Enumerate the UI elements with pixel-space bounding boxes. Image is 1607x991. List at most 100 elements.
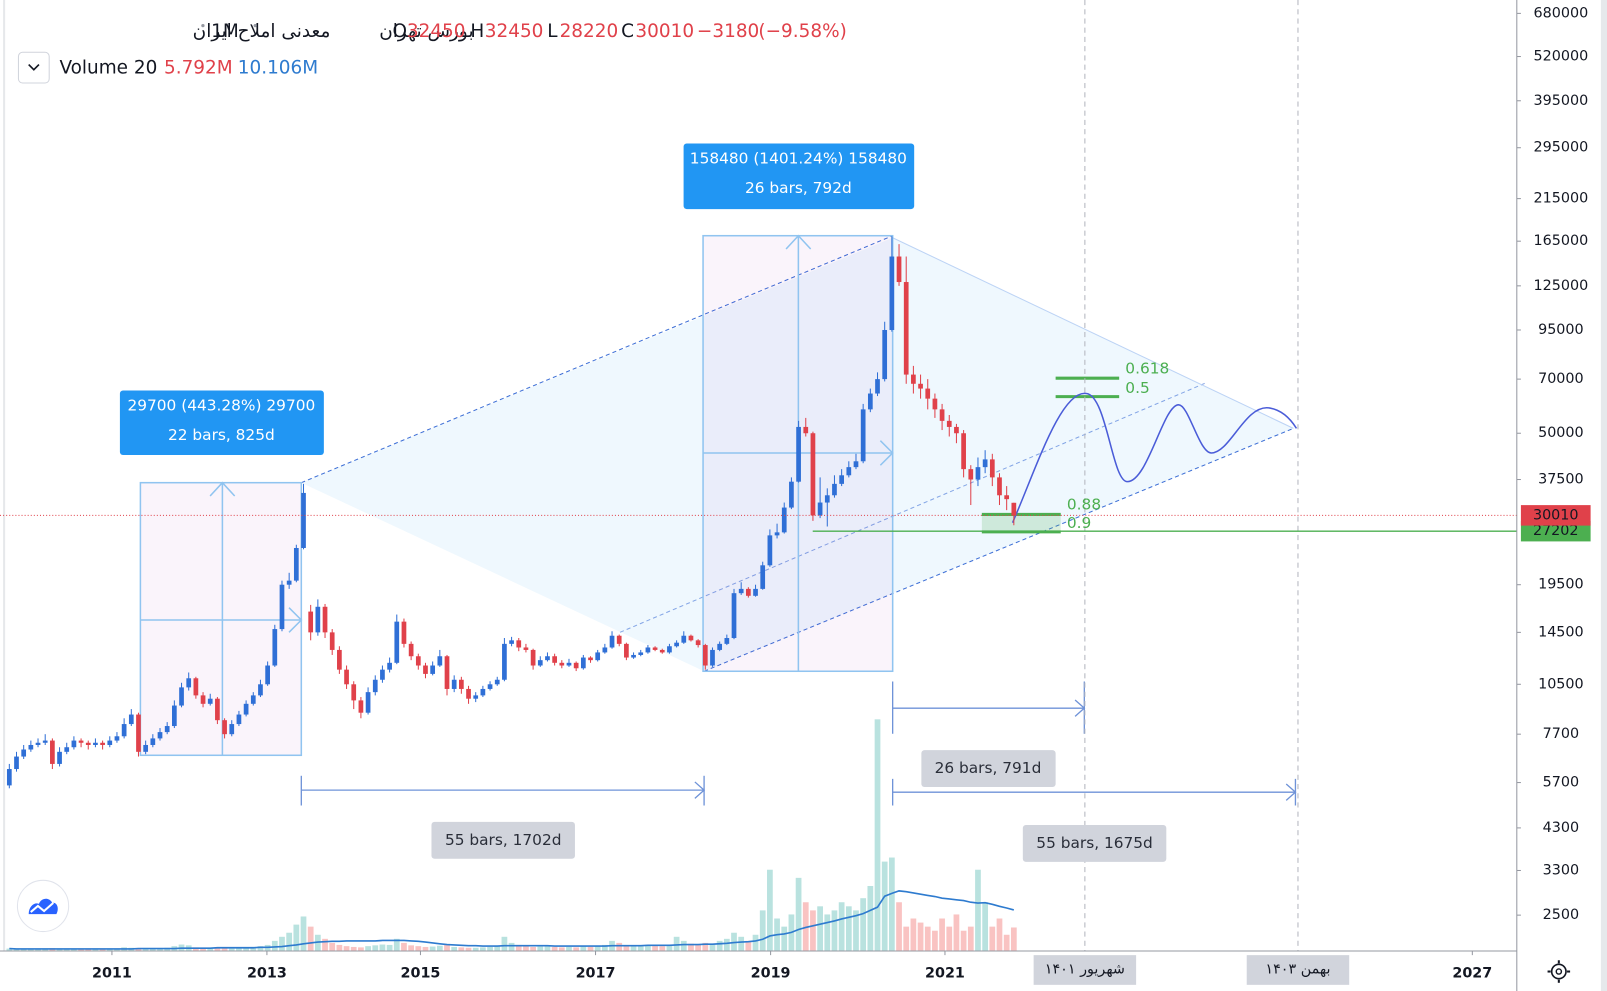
volume-bar	[286, 932, 293, 952]
volume-bar	[903, 926, 910, 952]
volume-bar	[594, 946, 601, 952]
y-tick-label: 215000	[1534, 191, 1589, 207]
y-tick-label: 680000	[1534, 5, 1589, 21]
volume-bar	[752, 934, 759, 952]
ohlc-value: 32450	[407, 21, 466, 42]
y-tick-label: 125000	[1534, 278, 1589, 294]
volume-bar	[932, 930, 938, 952]
volume-bar	[967, 926, 974, 952]
candle-body	[631, 654, 636, 658]
volume-bar	[817, 906, 823, 952]
candle-body	[559, 662, 565, 666]
settings[interactable]	[1547, 960, 1571, 983]
volume-bar	[350, 946, 357, 952]
candle-body	[954, 426, 959, 434]
candle-body	[380, 669, 385, 680]
volume-bar	[142, 948, 149, 952]
y-tick-label: 37500	[1538, 472, 1584, 488]
y-tick-label: 295000	[1534, 140, 1589, 156]
volume-bar	[444, 944, 450, 952]
candle-body	[860, 409, 866, 462]
candle-body	[688, 635, 694, 641]
candle-body	[968, 469, 974, 480]
date-label: 55 bars, 1675d	[1036, 834, 1153, 852]
volume-bar	[838, 902, 845, 952]
candle-body	[530, 649, 536, 666]
candle-body	[150, 738, 156, 745]
volume-bar	[279, 936, 285, 952]
volume-bar	[566, 946, 572, 952]
candle-body	[85, 742, 91, 745]
candle-body	[179, 687, 184, 706]
volume-bar	[250, 946, 257, 952]
logo[interactable]	[16, 879, 70, 933]
candle-body	[609, 635, 615, 648]
y-tick-label: 2500	[1543, 907, 1579, 923]
candle-body	[975, 467, 981, 480]
candle-body	[387, 662, 392, 670]
volume-bar	[42, 948, 49, 952]
volume-bar	[458, 947, 465, 952]
volume-bar	[71, 948, 77, 952]
volume-bar	[824, 914, 831, 952]
collapse-button[interactable]	[17, 51, 50, 84]
volume-bar	[896, 902, 902, 952]
volume-bar	[623, 945, 630, 952]
y-tick-label: 395000	[1534, 93, 1589, 109]
candle-body	[344, 669, 349, 685]
candle-body	[487, 684, 493, 689]
ohlc-letter: H	[470, 21, 484, 42]
candle-body	[803, 426, 809, 434]
volume-bar	[508, 942, 515, 952]
candle-body	[164, 726, 170, 733]
logo-line	[30, 902, 54, 913]
candle-body	[21, 749, 27, 757]
volume-bar	[228, 948, 235, 952]
x-tick-label: 2027	[1452, 966, 1492, 982]
gear-icon[interactable]	[1550, 963, 1567, 980]
candle-body	[236, 714, 242, 725]
volume-bar	[716, 940, 723, 952]
arrow-head	[1074, 699, 1086, 717]
y-tick-label: 4300	[1543, 820, 1579, 836]
candle-body	[293, 547, 299, 581]
volume-bar	[415, 946, 422, 952]
candle-body	[997, 477, 1002, 496]
axes: 680000 520000 395000 295000 215000 165000 1250…	[92, 5, 1591, 985]
candle-body	[415, 656, 421, 666]
volume-name: Volume 20	[59, 58, 157, 79]
candle-body	[430, 665, 436, 674]
volume-bar	[946, 926, 953, 952]
candle-body	[652, 647, 658, 650]
series-layer	[0, 236, 1517, 952]
separator-dot	[201, 23, 205, 28]
volume-bar	[781, 926, 788, 952]
candle-body	[6, 769, 12, 786]
y-tick-label: 14500	[1538, 624, 1584, 640]
candle-body	[918, 383, 923, 389]
volume-bar	[221, 948, 228, 952]
range-label: 158480 (1401.24%) 158480	[690, 149, 907, 167]
volume-bar	[695, 944, 702, 952]
volume-bar	[501, 936, 508, 952]
candle-body	[258, 684, 263, 696]
volume-bar	[860, 898, 867, 952]
candle-body	[143, 744, 149, 752]
candle-body	[301, 492, 306, 548]
volume-bar	[487, 946, 493, 952]
candle-body	[394, 621, 400, 663]
candle-body	[925, 388, 931, 399]
candle-body	[64, 747, 70, 752]
channel-line	[703, 427, 1294, 672]
volume-bar	[106, 948, 113, 952]
volume-bar	[530, 946, 536, 952]
date-marker-badge	[1246, 955, 1350, 985]
candle-body	[250, 695, 256, 704]
candle-body	[322, 606, 328, 633]
volume-bar	[436, 945, 443, 952]
y-tick-label: 3300	[1543, 862, 1579, 878]
candle-body	[746, 588, 751, 596]
separator-dot	[253, 23, 257, 28]
projection-curve	[1011, 392, 1298, 523]
candle-body	[537, 660, 543, 666]
